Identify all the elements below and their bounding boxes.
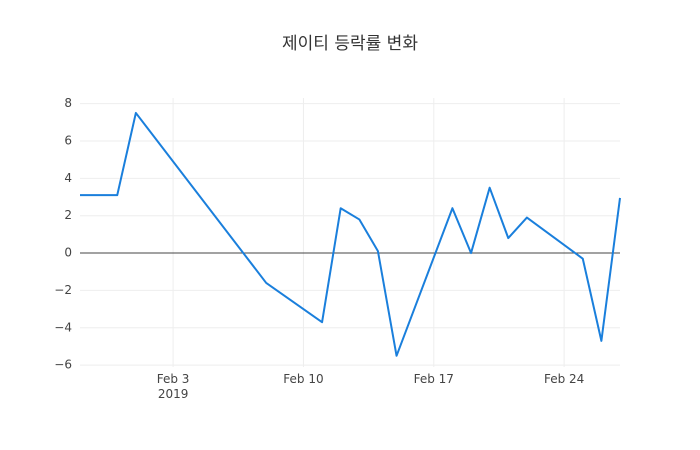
y-tick-label: −2 [54,283,72,297]
y-tick-label: −4 [54,320,72,334]
y-tick-label: 8 [64,96,72,110]
x-tick-label: Feb 10 [283,372,323,386]
x-tick-label: Feb 17 [414,372,454,386]
chart-title: 제이티 등락률 변화 [282,34,418,54]
data-line [80,111,621,357]
y-tick-label: 6 [64,133,72,147]
y-tick-label: 0 [64,246,72,260]
x-tick-label: Feb 24 [544,372,584,386]
y-tick-label: 4 [64,171,72,185]
x-tick-label: Feb 3 2019 [157,372,190,401]
y-tick-label: 2 [64,208,72,222]
y-tick-label: −6 [54,358,72,372]
